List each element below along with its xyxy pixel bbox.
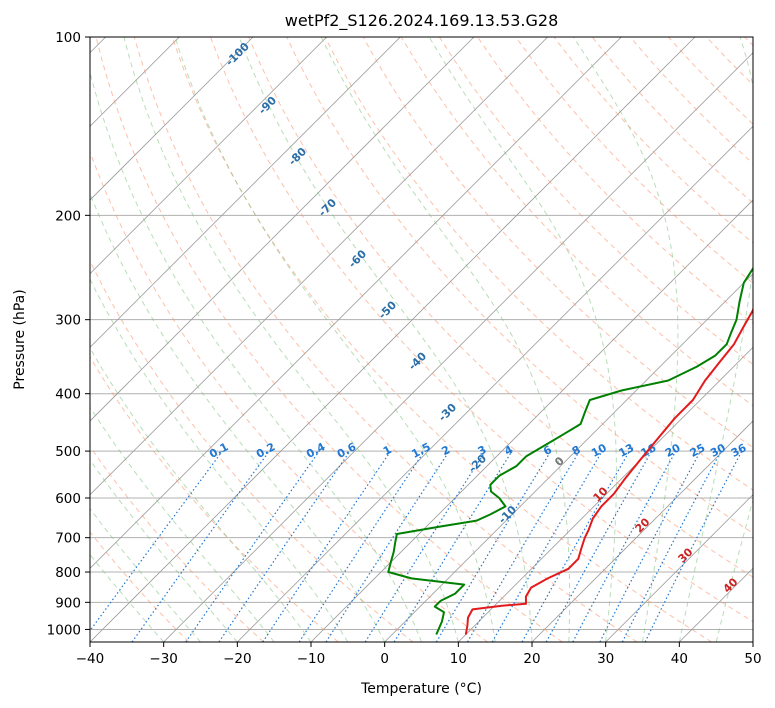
dry-adiabat-line [90,150,488,642]
y-tick-label: 900 [55,595,81,611]
grid-layer [90,37,753,642]
isotherm-line [90,37,401,348]
dry-adiabat-line [133,37,638,642]
dry-adiabat-line [95,37,563,642]
y-axis-label: Pressure (hPa) [12,289,28,389]
moist-adiabat-line [90,278,349,642]
x-tick-label: 30 [597,651,614,667]
dry-adiabat-line [286,37,753,534]
isotherm-line [90,37,327,275]
moist-adiabat-line [90,70,422,642]
dry-adiabat-line [400,37,753,407]
mixing-ratio-line [393,450,513,642]
dry-adiabat-line [90,445,264,642]
moist-adiabat-line [572,37,679,642]
isotherm-line [90,37,548,496]
x-tick-label: 50 [744,651,761,667]
y-tick-label: 200 [55,208,81,224]
y-tick-label: 800 [55,565,81,581]
moist-adiabat-line [174,37,496,642]
isotherm-line [531,420,753,642]
isotherm-line [605,494,753,642]
y-tick-label: 300 [55,313,81,329]
mixing-ratio-line [572,450,677,642]
mixing-ratio-line [218,450,351,642]
isotherm-line [163,52,753,642]
dry-adiabat-line [210,37,753,623]
mixing-ratio-line [262,450,392,642]
x-tick-label: −40 [76,651,105,667]
y-tick-label: 500 [55,444,81,460]
mixing-ratio-line [325,450,450,642]
mixing-ratio-label: 36 [729,441,749,460]
x-tick-label: 0 [380,651,389,667]
moist-adiabat-line [90,507,201,642]
ticks-layer: −40 −30 −20 −10 0 10 20 30 40 50 1000 900 800 700 600 5… [47,30,762,667]
moist-adiabat-line [90,347,312,642]
isotherm-line [384,273,753,642]
temperature-profile-line [464,306,753,635]
y-tick-label: 400 [55,387,81,403]
mixing-ratio-line [185,450,320,642]
dry-adiabat-line [171,37,712,642]
x-tick-label: 10 [450,651,467,667]
moist-adiabat-line [123,37,459,642]
moist-adiabat-line [238,37,533,642]
mixing-ratio-label: 10 [589,441,609,460]
y-tick-label: 700 [55,531,81,547]
dry-adiabat-line [248,37,753,578]
dewpoint-profile-line [387,266,753,635]
plot-frame [89,36,754,643]
dry-adiabat-line [515,37,753,284]
mixing-ratio-line [521,450,631,642]
isotherm-line [90,37,475,422]
mixing-ratio-line [131,450,270,642]
y-tick-label: 600 [55,491,81,507]
isotherm-line [237,125,753,642]
y-tick-label: 100 [55,30,81,46]
dry-adiabat-line [90,259,414,642]
x-tick-label: 20 [523,651,540,667]
mixing-ratio-line [545,450,653,642]
moist-adiabat-line [90,553,165,642]
dry-adiabat-line [90,531,190,642]
y-tick-label: 1000 [47,622,81,638]
dry-adiabat-line [438,37,753,366]
x-axis-label: Temperature (°C) [360,681,482,697]
moist-adiabat-line [428,37,617,642]
mixing-ratio-label: 25 [688,441,708,460]
moist-adiabat-line [320,37,571,642]
moist-adiabat-line [90,459,238,642]
x-tick-label: −10 [297,651,326,667]
dry-adiabat-line [90,356,339,642]
x-tick-label: −30 [149,651,178,667]
moist-adiabat-line [90,192,386,642]
moist-adiabat-line [90,406,275,642]
isotherm-line [458,346,753,642]
mixing-ratio-line [644,450,743,642]
mixing-ratio-label: 13 [617,441,637,460]
series-layer [387,266,753,635]
mixing-ratio-label: 20 [663,441,683,460]
chart-title: wetPf2_S126.2024.169.13.53.G28 [285,11,559,31]
x-tick-label: −20 [223,651,252,667]
mixing-ratio-label: 30 [708,441,728,460]
isotherm-line [90,37,254,201]
mixing-ratio-line [90,450,223,632]
x-tick-label: 40 [671,651,688,667]
mixing-ratio-line [298,450,425,642]
isotherm-line [90,37,622,569]
